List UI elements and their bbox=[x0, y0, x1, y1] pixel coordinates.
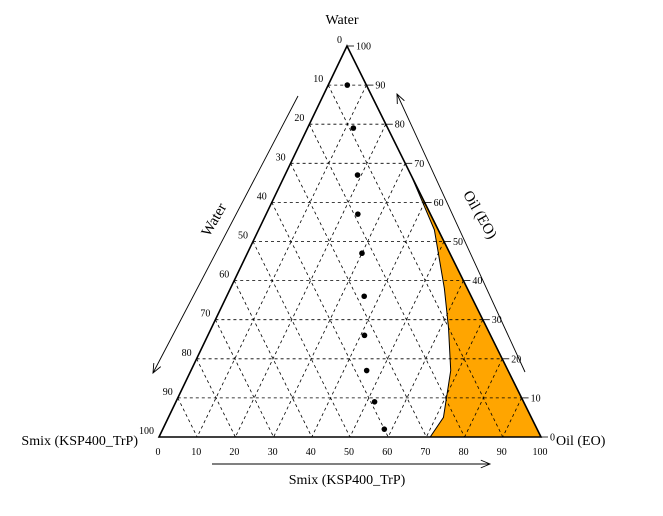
tick-label-bottom: 50 bbox=[344, 447, 354, 458]
tick-label-right: 0 bbox=[550, 433, 555, 444]
arrow-right-side bbox=[396, 93, 526, 373]
arrow-right-side-head bbox=[396, 92, 405, 105]
tick-label-left: 0 bbox=[337, 35, 342, 46]
tick-label-bottom: 10 bbox=[191, 447, 201, 458]
tick-label-left: 40 bbox=[257, 191, 267, 202]
tick-label-bottom: 70 bbox=[420, 447, 430, 458]
tick-label-right: 20 bbox=[511, 354, 521, 365]
tick-label-right: 60 bbox=[434, 198, 444, 209]
data-point bbox=[359, 250, 365, 257]
axis-label-right-side: Oil (EO) bbox=[459, 188, 499, 242]
vertex-label-right: Oil (EO) bbox=[556, 434, 606, 449]
grid-line bbox=[215, 319, 274, 438]
tick-label-left: 70 bbox=[200, 309, 210, 320]
arrow-left-side bbox=[152, 95, 299, 374]
tick-label-right: 100 bbox=[356, 42, 371, 53]
grid-line bbox=[309, 124, 465, 438]
grid-line bbox=[196, 84, 367, 438]
data-points bbox=[344, 82, 388, 432]
tick-labels: 1009080706050403020100010203040506070809… bbox=[139, 35, 555, 458]
grid-line bbox=[273, 163, 406, 438]
data-point bbox=[355, 211, 361, 217]
grid-line bbox=[233, 280, 313, 438]
grid-line bbox=[426, 319, 484, 438]
tick-label-left: 10 bbox=[313, 74, 323, 85]
tick-label-right: 30 bbox=[492, 315, 502, 326]
tick-label-right: 10 bbox=[531, 393, 541, 404]
axis-label-bottom: Smix (KSP400_TrP) bbox=[289, 473, 406, 488]
tick-label-bottom: 80 bbox=[459, 447, 469, 458]
grid-line bbox=[327, 84, 504, 438]
vertex-label-top: Water bbox=[325, 13, 358, 28]
tick-label-left: 90 bbox=[163, 387, 173, 398]
data-point bbox=[361, 293, 368, 300]
tick-label-bottom: 60 bbox=[382, 447, 392, 458]
tick-label-bottom: 0 bbox=[156, 447, 161, 458]
tick-label-bottom: 40 bbox=[306, 447, 316, 458]
tick-label-bottom: 30 bbox=[268, 447, 278, 458]
tick-label-left: 50 bbox=[238, 231, 248, 242]
tick-label-left: 100 bbox=[139, 426, 154, 437]
arrow-left-side-head bbox=[152, 362, 162, 375]
vertex-label-left: Smix (KSP400_TrP) bbox=[21, 434, 138, 449]
arrow-bottom-head bbox=[480, 459, 492, 469]
data-point bbox=[363, 367, 370, 374]
grid-line bbox=[177, 397, 198, 438]
tick-label-left: 20 bbox=[294, 113, 304, 124]
tick-label-left: 30 bbox=[276, 152, 286, 163]
grid-line bbox=[235, 124, 387, 438]
grid-line bbox=[271, 202, 389, 438]
grid-layer bbox=[177, 84, 522, 438]
grid-line bbox=[502, 397, 522, 438]
grid-line bbox=[252, 241, 351, 438]
grid-line bbox=[349, 241, 445, 438]
data-point bbox=[354, 172, 361, 178]
data-point bbox=[371, 399, 378, 405]
tick-label-right: 40 bbox=[472, 276, 482, 287]
axis-arrows bbox=[152, 92, 526, 469]
tick-label-right: 50 bbox=[453, 237, 463, 248]
data-point bbox=[381, 426, 388, 432]
grid-line bbox=[290, 163, 427, 438]
data-point bbox=[350, 125, 357, 131]
tick-label-right: 80 bbox=[395, 120, 405, 131]
data-point bbox=[361, 332, 368, 339]
tick-label-bottom: 90 bbox=[497, 447, 507, 458]
tick-label-bottom: 100 bbox=[533, 447, 548, 458]
tick-label-left: 60 bbox=[219, 270, 229, 281]
tick-label-left: 80 bbox=[182, 348, 192, 359]
tick-label-right: 70 bbox=[414, 159, 424, 170]
tick-label-right: 90 bbox=[375, 81, 385, 92]
data-point bbox=[344, 82, 351, 88]
tick-label-bottom: 20 bbox=[229, 447, 239, 458]
